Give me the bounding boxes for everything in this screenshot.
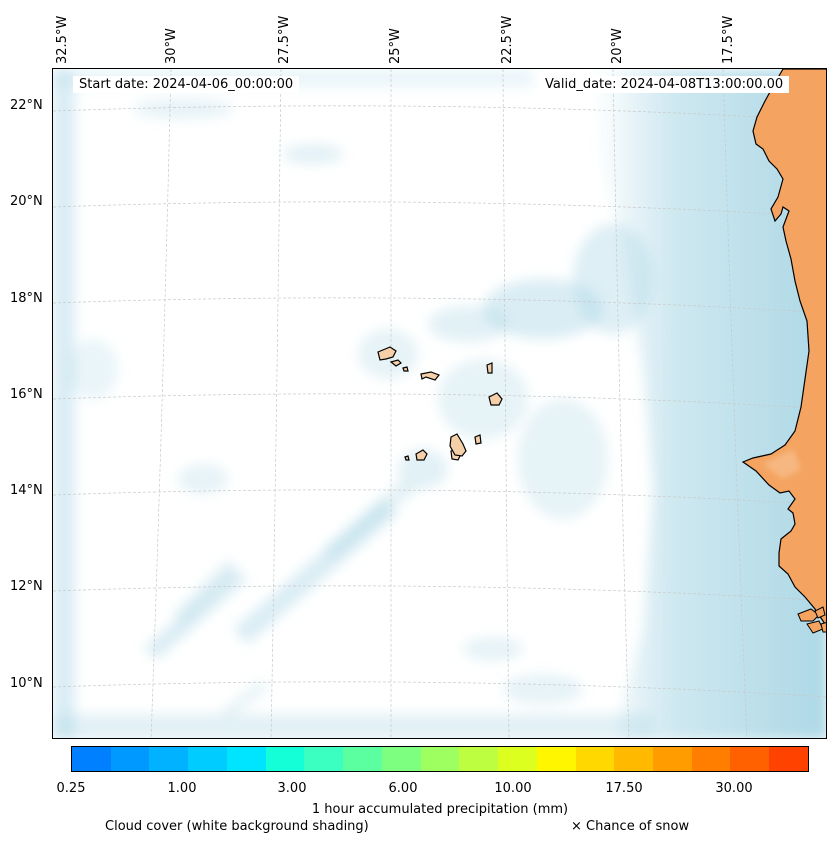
colorbar-title: 1 hour accumulated precipitation (mm) [311, 802, 569, 817]
island-fogo [415, 449, 428, 461]
lon-label-25w: 25°W [388, 28, 403, 64]
colorbar-tick-label: 17.50 [605, 781, 643, 796]
lon-label-32-5w: 32.5°W [55, 15, 70, 64]
lon-label-27-5w: 27.5°W [277, 15, 292, 64]
colorbar-segment [188, 747, 227, 771]
colorbar-segment [381, 747, 421, 771]
colorbar-tick-label: 1.00 [167, 781, 197, 796]
colorbar-segment [420, 747, 460, 771]
island-maio [474, 434, 482, 445]
island-sao-nicolau [420, 371, 440, 381]
colorbar-segment [691, 747, 731, 771]
colorbar-segment [110, 747, 150, 771]
lon-label-22-5w: 22.5°W [500, 15, 515, 64]
precipitation-colorbar [71, 746, 809, 772]
lon-label-17-5w: 17.5°W [721, 15, 736, 64]
map-panel[interactable] [52, 68, 827, 739]
cloud-cover-shading [53, 69, 826, 738]
land-cloud-tint [763, 449, 801, 479]
graticule [53, 69, 826, 738]
island-sal [486, 362, 493, 374]
lat-label-16n: 16°N [10, 387, 43, 402]
island-boa-vista [488, 392, 503, 406]
colorbar-segment [536, 747, 576, 771]
colorbar-segment [614, 747, 654, 771]
colorbar-tick-label: 3.00 [277, 781, 307, 796]
cape-verde-islands [377, 346, 503, 461]
island-sao-vicente [389, 359, 402, 367]
island-santiago [449, 433, 467, 457]
island-santa-luzia [402, 366, 409, 372]
colorbar-tick-label: 10.00 [494, 781, 532, 796]
map-canvas [53, 69, 826, 738]
lon-label-30w: 30°W [164, 28, 179, 64]
lat-label-10n: 10°N [10, 676, 43, 691]
colorbar-segment [575, 747, 615, 771]
colorbar-segment [769, 747, 808, 771]
colorbar-segment [343, 747, 382, 771]
lon-label-20w: 20°W [610, 28, 625, 64]
island-brava [404, 455, 410, 461]
lat-label-20n: 20°N [10, 194, 43, 209]
valid-date-label: Valid_date: 2024-04-08T13:00:00.00 [539, 76, 790, 93]
start-date-label: Start date: 2024-04-06_00:00:00 [73, 76, 300, 93]
bissagos-islands [797, 606, 826, 634]
lat-label-18n: 18°N [10, 291, 43, 306]
africa-mainland [741, 69, 826, 627]
lat-label-12n: 12°N [10, 579, 43, 594]
cloud-cover-legend: Cloud cover (white background shading) [105, 819, 369, 834]
colorbar-segment [459, 747, 499, 771]
colorbar-segment [149, 747, 189, 771]
island-santo-antao [377, 346, 397, 361]
colorbar-tick-label: 6.00 [388, 781, 418, 796]
colorbar-segment [304, 747, 344, 771]
colorbar-tick-label: 30.00 [715, 781, 753, 796]
lat-label-22n: 22°N [10, 98, 43, 113]
colorbar-segment [730, 747, 770, 771]
colorbar-segment [226, 747, 266, 771]
colorbar-segment [265, 747, 305, 771]
lat-label-14n: 14°N [10, 483, 43, 498]
snow-legend: × Chance of snow [571, 819, 690, 834]
colorbar-segment [72, 747, 111, 771]
colorbar-tick-label: 0.25 [56, 781, 86, 796]
colorbar-segment [653, 747, 692, 771]
colorbar-segment [498, 747, 537, 771]
